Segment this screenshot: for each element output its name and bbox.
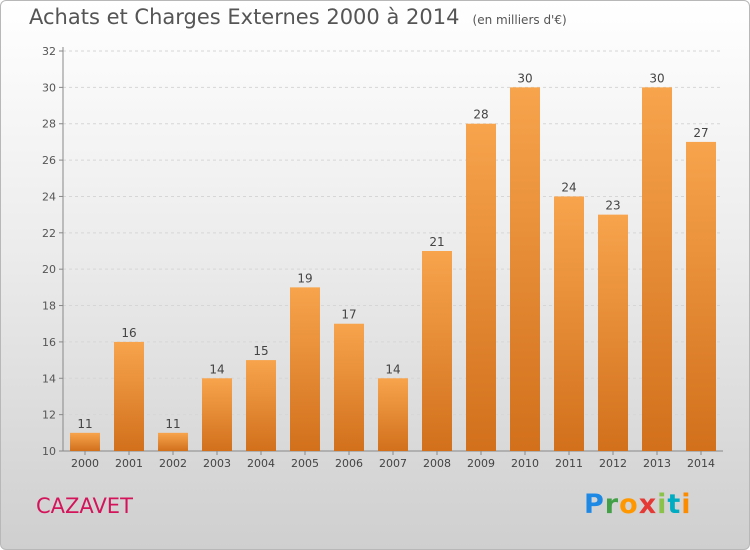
x-tick-label-2001: 2001 [115,457,143,470]
x-tick-label-2006: 2006 [335,457,363,470]
bar-value-label-2003: 14 [209,362,224,376]
bar-2007 [378,378,408,451]
x-tick-label-2010: 2010 [511,457,539,470]
y-tick-label-16: 16 [42,336,56,349]
y-tick-label-20: 20 [42,263,56,276]
bar-value-label-2007: 14 [385,362,400,376]
bar-2013 [642,87,672,451]
y-tick-label-28: 28 [42,118,56,131]
x-tick-label-2004: 2004 [247,457,275,470]
bar-2000 [70,432,100,451]
bar-2006 [334,323,364,451]
bar-2010 [510,87,540,451]
y-tick-label-22: 22 [42,227,56,240]
y-tick-label-10: 10 [42,445,56,458]
x-tick-label-2005: 2005 [291,457,319,470]
x-tick-label-2000: 2000 [71,457,99,470]
proxiti-logo: Proxiti [584,489,692,520]
bar-2001 [114,341,144,451]
bar-2009 [466,123,496,452]
y-tick-label-26: 26 [42,154,56,167]
commune-name: CAZAVET [36,494,133,518]
bar-value-label-2006: 17 [341,308,356,322]
bar-value-label-2002: 11 [165,417,180,431]
bar-2012 [598,214,628,451]
bar-2003 [202,378,232,451]
bar-value-label-2001: 16 [121,326,136,340]
chart-unit-label: (en milliers d'€) [472,13,567,27]
y-tick-label-32: 32 [42,45,56,58]
bar-value-label-2009: 28 [473,108,488,122]
bar-2005 [290,287,320,451]
bar-2008 [422,251,452,451]
bar-value-label-2008: 21 [429,235,444,249]
y-tick-label-24: 24 [42,190,56,203]
bar-value-label-2013: 30 [649,71,664,85]
x-tick-label-2012: 2012 [599,457,627,470]
y-tick-label-12: 12 [42,409,56,422]
bar-value-label-2011: 24 [561,180,576,194]
x-tick-label-2007: 2007 [379,457,407,470]
bar-2011 [554,196,584,451]
y-tick-label-14: 14 [42,372,56,385]
bar-value-label-2014: 27 [693,126,708,140]
y-tick-label-30: 30 [42,81,56,94]
bar-2002 [158,432,188,451]
x-tick-label-2002: 2002 [159,457,187,470]
x-tick-label-2011: 2011 [555,457,583,470]
x-tick-label-2014: 2014 [687,457,715,470]
y-tick-label-18: 18 [42,300,56,313]
bar-value-label-2004: 15 [253,344,268,358]
bar-value-label-2000: 11 [77,417,92,431]
x-tick-label-2009: 2009 [467,457,495,470]
x-tick-label-2008: 2008 [423,457,451,470]
bar-2014 [686,141,716,451]
bar-value-label-2005: 19 [297,271,312,285]
bar-value-label-2010: 30 [517,71,532,85]
x-tick-label-2003: 2003 [203,457,231,470]
bar-2004 [246,360,276,451]
bar-value-label-2012: 23 [605,199,620,213]
chart-title: Achats et Charges Externes 2000 à 2014 [29,5,460,29]
x-tick-label-2013: 2013 [643,457,671,470]
chart-title-block: Achats et Charges Externes 2000 à 2014 (… [29,5,567,29]
